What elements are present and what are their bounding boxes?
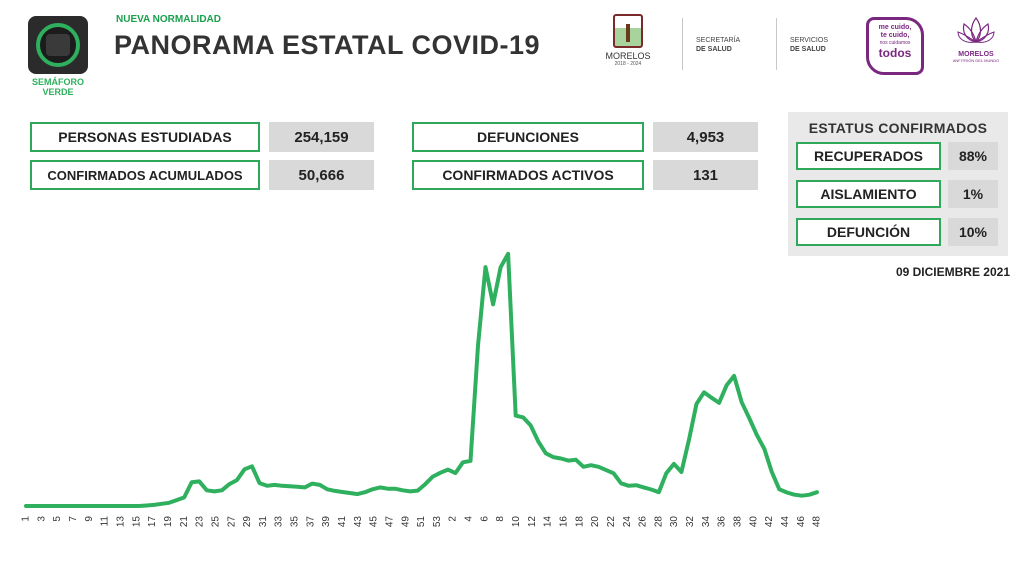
x-tick-label: 16: [559, 516, 570, 528]
agency-servicios-line1: SERVICIOS: [790, 37, 828, 44]
x-tick-label: 11: [100, 516, 111, 527]
header-divider: [682, 18, 683, 70]
cases-line-chart: 1 3 5 7 9 11 13 15 17 19 21 23 25 27 29 31 33 35 37 39 41 43 4…: [21, 251, 823, 528]
x-tick-label: 17: [147, 516, 158, 528]
x-tick-label: 24: [622, 516, 633, 528]
studied-value: 254,159: [269, 122, 374, 152]
x-tick-label: 36: [717, 516, 728, 528]
campaign-line1: me cuido,: [878, 24, 912, 31]
series-lines: [24, 251, 819, 508]
x-tick-label: 40: [748, 516, 759, 528]
x-tick-label: 14: [543, 516, 554, 528]
morelos-logo-name: MORELOS: [605, 51, 651, 61]
x-tick-label: 46: [796, 516, 807, 528]
x-tick-label: 18: [574, 516, 585, 528]
x-tick-label: 19: [163, 516, 174, 528]
deaths-label: DEFUNCIONES: [412, 122, 644, 152]
x-tick-label: 49: [400, 516, 411, 528]
death-status-label: DEFUNCIÓN: [796, 218, 941, 246]
x-tick-label: 32: [685, 516, 696, 528]
x-tick-label: 3: [36, 516, 47, 522]
active-label: CONFIRMADOS ACTIVOS: [412, 160, 644, 190]
x-tick-label: 29: [242, 516, 253, 528]
x-tick-label: 23: [195, 516, 206, 528]
x-tick-label: 6: [479, 516, 490, 522]
x-tick-label: 45: [369, 516, 380, 528]
x-tick-label: 42: [764, 516, 775, 528]
x-tick-label: 39: [321, 516, 332, 528]
x-tick-label: 34: [701, 516, 712, 528]
agency-secretaria-line2: DE SALUD: [696, 46, 732, 53]
x-tick-label: 22: [606, 516, 617, 528]
x-tick-label: 41: [337, 516, 348, 528]
x-tick-label: 25: [210, 516, 221, 528]
x-tick-label: 43: [353, 516, 364, 528]
semaforo-label-line2: VERDE: [42, 87, 74, 97]
confirmed-label: CONFIRMADOS ACUMULADOS: [30, 160, 260, 190]
x-tick-label: 37: [305, 516, 316, 528]
x-tick-label: 13: [116, 516, 127, 528]
x-tick-label: 47: [385, 516, 396, 528]
lotus-logo-tagline: ANFITRIÓN DEL MUNDO: [952, 58, 1000, 63]
x-tick-label: 1: [21, 516, 32, 522]
campaign-line3: nos cuidamos: [879, 40, 911, 46]
x-tick-label: 7: [68, 516, 79, 522]
x-tick-label: 38: [733, 516, 744, 528]
x-tick-label: 9: [84, 516, 95, 522]
x-tick-label: 5: [52, 516, 63, 522]
x-tick-label: 33: [274, 516, 285, 528]
x-tick-label: 30: [669, 516, 680, 528]
lotus-icon: [957, 16, 995, 43]
status-title: ESTATUS CONFIRMADOS: [808, 120, 988, 136]
campaign-line4: todos: [878, 46, 912, 60]
x-tick-label: 4: [464, 516, 475, 522]
x-tick-label: 51: [416, 516, 427, 528]
page-title: PANORAMA ESTATAL COVID-19: [114, 30, 541, 60]
active-value: 131: [653, 160, 758, 190]
campaign-logo: me cuido, te cuido, nos cuidamos todos: [866, 17, 924, 75]
x-tick-label: 2: [448, 516, 459, 522]
death-status-value: 10%: [948, 218, 998, 246]
semaforo-verde-badge: SEMÁFORO VERDE: [26, 16, 90, 97]
x-axis: 1 3 5 7 9 11 13 15 17 19 21 23 25 27 29 31 33 35 37 39 41 43 4…: [21, 516, 823, 528]
morelos-emblem-icon: [613, 14, 643, 48]
x-tick-label: 44: [780, 516, 791, 528]
x-tick-label: 20: [590, 516, 601, 528]
morelos-logo-years: 2018 - 2024: [614, 61, 642, 67]
morelos-logo: MORELOS 2018 - 2024: [600, 14, 656, 67]
x-tick-label: 21: [179, 516, 190, 528]
header-divider: [776, 18, 777, 70]
x-tick-label: 53: [432, 516, 443, 528]
status-panel: ESTATUS CONFIRMADOS RECUPERADOS 88% AISL…: [788, 112, 1008, 256]
x-tick-label: 27: [226, 516, 237, 528]
confirmed-value: 50,666: [269, 160, 374, 190]
x-tick-label: 26: [638, 516, 649, 528]
x-tick-label: 15: [131, 516, 142, 528]
deaths-value: 4,953: [653, 122, 758, 152]
recovered-label: RECUPERADOS: [796, 142, 941, 170]
lotus-logo-name: MORELOS: [958, 51, 994, 58]
x-tick-label: 48: [812, 516, 823, 528]
agency-servicios: SERVICIOS DE SALUD: [790, 36, 828, 54]
agency-secretaria-line1: SECRETARÍA: [696, 37, 741, 44]
campaign-line2: te cuido,: [880, 32, 910, 39]
series-line-0: [24, 251, 819, 508]
x-tick-label: 31: [258, 516, 269, 528]
x-tick-label: 10: [511, 516, 522, 528]
x-tick-label: 28: [653, 516, 664, 528]
agency-secretaria: SECRETARÍA DE SALUD: [696, 36, 740, 54]
x-tick-label: 12: [527, 516, 538, 528]
isolation-value: 1%: [948, 180, 998, 208]
isolation-label: AISLAMIENTO: [796, 180, 941, 208]
page-subtitle: NUEVA NORMALIDAD: [116, 14, 221, 25]
report-date: 09 DICIEMBRE 2021: [895, 265, 1010, 279]
recovered-value: 88%: [948, 142, 998, 170]
x-tick-label: 35: [290, 516, 301, 528]
semaforo-label-line1: SEMÁFORO: [31, 77, 84, 87]
agency-servicios-line2: DE SALUD: [790, 46, 826, 53]
morelos-lotus-logo: MORELOS ANFITRIÓN DEL MUNDO: [950, 14, 1002, 63]
x-tick-label: 8: [495, 516, 506, 522]
studied-label: PERSONAS ESTUDIADAS: [30, 122, 260, 152]
traffic-light-icon: [28, 16, 88, 74]
